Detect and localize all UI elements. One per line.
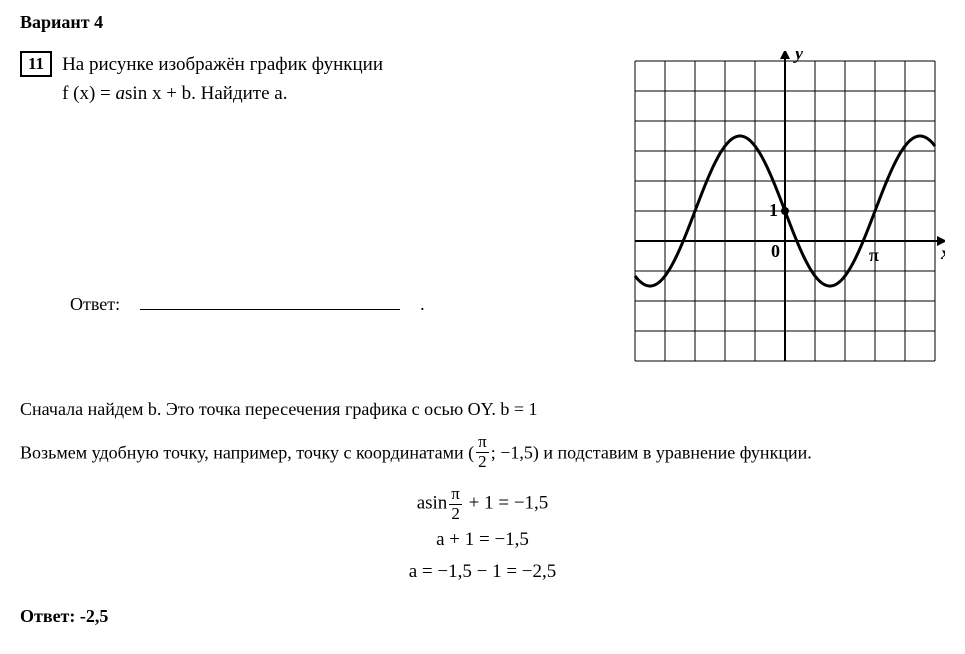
svg-text:1: 1 xyxy=(769,200,778,220)
answer-label: Ответ: xyxy=(70,294,120,315)
problem-wrapper: 11 На рисунке изображён график функции f… xyxy=(20,51,945,371)
eq1-num: π xyxy=(449,485,462,505)
problem-row: 11 На рисунке изображён график функции f… xyxy=(20,51,585,108)
problem-line2-mid: sin x + b. Найдите a. xyxy=(125,83,287,104)
solution-block: Сначала найдем b. Это точка пересечения … xyxy=(20,396,945,630)
problem-left: 11 На рисунке изображён график функции f… xyxy=(20,51,585,315)
eq1: asinπ2 + 1 = −1,5 xyxy=(20,485,945,523)
sine-chart: 0 1 y x π xyxy=(625,51,945,371)
eq1-frac: π2 xyxy=(449,485,462,523)
frac-den: 2 xyxy=(476,453,489,472)
svg-text:0: 0 xyxy=(771,241,780,261)
problem-line2-pre: f (x) = xyxy=(62,83,115,104)
solution-line1: Сначала найдем b. Это точка пересечения … xyxy=(20,396,945,423)
problem-number-box: 11 xyxy=(20,51,52,77)
eq1-pre: asin xyxy=(417,493,448,514)
answer-blank-line xyxy=(140,288,400,310)
answer-dot: . xyxy=(420,294,425,315)
svg-text:π: π xyxy=(869,245,879,265)
problem-text: На рисунке изображён график функции f (x… xyxy=(62,51,383,108)
problem-a: a xyxy=(116,83,126,104)
eq2: a + 1 = −1,5 xyxy=(20,524,945,556)
eq1-post: + 1 = −1,5 xyxy=(464,493,548,514)
eq3: a = −1,5 − 1 = −2,5 xyxy=(20,556,945,588)
final-label: Ответ: xyxy=(20,606,80,626)
sol-line2-pre: Возьмем удобную точку, например, точку с… xyxy=(20,442,474,462)
final-value: -2,5 xyxy=(80,606,109,626)
svg-text:x: x xyxy=(940,243,945,263)
svg-text:y: y xyxy=(793,51,804,63)
frac-pi-2: π2 xyxy=(476,433,489,471)
final-answer: Ответ: -2,5 xyxy=(20,603,945,630)
frac-num: π xyxy=(476,433,489,453)
eq1-den: 2 xyxy=(449,505,462,524)
answer-row: Ответ: . xyxy=(70,288,585,315)
math-block: asinπ2 + 1 = −1,5 a + 1 = −1,5 a = −1,5 … xyxy=(20,485,945,588)
problem-line1: На рисунке изображён график функции xyxy=(62,54,383,75)
solution-line2: Возьмем удобную точку, например, точку с… xyxy=(20,435,945,473)
variant-header: Вариант 4 xyxy=(20,12,945,33)
chart-svg: 0 1 y x π xyxy=(625,51,945,371)
sol-line2-post: ; −1,5) и подставим в уравнение функции. xyxy=(491,442,812,462)
